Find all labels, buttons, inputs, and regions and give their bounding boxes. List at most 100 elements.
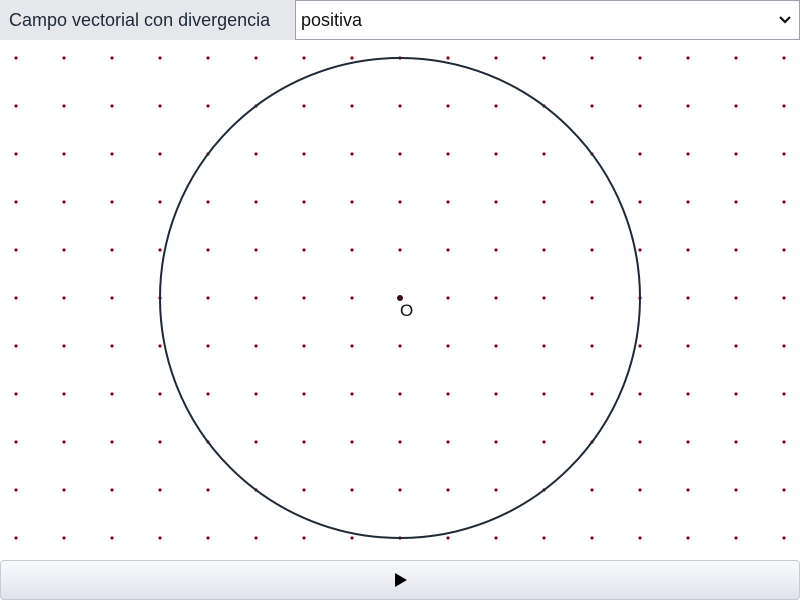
field-sample-point xyxy=(446,536,450,540)
field-sample-point xyxy=(14,152,18,156)
field-sample-point xyxy=(446,488,450,492)
field-sample-point xyxy=(542,440,546,444)
field-sample-point xyxy=(254,248,258,252)
field-sample-point xyxy=(494,488,498,492)
origin-point[interactable] xyxy=(397,295,403,301)
play-button[interactable] xyxy=(0,560,800,600)
field-sample-point xyxy=(542,536,546,540)
field-sample-point xyxy=(734,440,738,444)
field-sample-point xyxy=(590,296,594,300)
field-sample-point xyxy=(206,296,210,300)
field-sample-point xyxy=(398,488,402,492)
field-sample-point xyxy=(206,200,210,204)
field-sample-point xyxy=(350,392,354,396)
field-sample-point xyxy=(14,104,18,108)
field-sample-point xyxy=(350,344,354,348)
field-sample-point xyxy=(446,104,450,108)
field-sample-point xyxy=(350,488,354,492)
play-icon xyxy=(395,573,407,587)
field-sample-point xyxy=(350,296,354,300)
field-sample-point xyxy=(494,392,498,396)
field-sample-point xyxy=(542,248,546,252)
field-sample-point xyxy=(638,104,642,108)
field-sample-point xyxy=(446,344,450,348)
field-sample-point xyxy=(206,392,210,396)
field-sample-point xyxy=(590,200,594,204)
field-sample-point xyxy=(782,536,786,540)
field-sample-point xyxy=(542,200,546,204)
field-sample-point xyxy=(254,344,258,348)
field-sample-point xyxy=(110,248,114,252)
field-sample-point xyxy=(686,104,690,108)
field-sample-point xyxy=(206,536,210,540)
field-sample-point xyxy=(542,344,546,348)
field-sample-point xyxy=(782,344,786,348)
field-sample-point xyxy=(398,200,402,204)
field-sample-point xyxy=(14,536,18,540)
field-sample-point xyxy=(686,488,690,492)
field-sample-point xyxy=(302,440,306,444)
field-sample-point xyxy=(110,488,114,492)
field-sample-point xyxy=(686,152,690,156)
field-sample-point xyxy=(686,392,690,396)
origin-label: O xyxy=(400,301,413,320)
field-sample-point xyxy=(494,248,498,252)
field-sample-point xyxy=(254,56,258,60)
divergence-select[interactable]: positiva xyxy=(295,0,800,40)
field-sample-point xyxy=(206,104,210,108)
field-sample-point xyxy=(590,56,594,60)
field-sample-point xyxy=(206,344,210,348)
field-sample-point xyxy=(14,56,18,60)
field-sample-point xyxy=(62,200,66,204)
divergence-select-value: positiva xyxy=(301,9,363,30)
field-sample-point xyxy=(14,440,18,444)
field-sample-point xyxy=(590,536,594,540)
field-sample-point xyxy=(782,440,786,444)
field-sample-point xyxy=(686,440,690,444)
field-sample-point xyxy=(254,200,258,204)
field-sample-point xyxy=(734,56,738,60)
vector-field-plot[interactable]: O xyxy=(0,40,800,560)
field-sample-point xyxy=(62,56,66,60)
field-sample-point xyxy=(542,152,546,156)
field-sample-point xyxy=(782,152,786,156)
grid-dots xyxy=(14,56,786,540)
field-sample-point xyxy=(62,152,66,156)
field-sample-point xyxy=(494,104,498,108)
field-sample-point xyxy=(62,344,66,348)
field-sample-point xyxy=(158,344,162,348)
field-sample-point xyxy=(638,440,642,444)
field-sample-point xyxy=(686,56,690,60)
field-sample-point xyxy=(542,296,546,300)
field-sample-point xyxy=(686,200,690,204)
field-sample-point xyxy=(398,440,402,444)
field-sample-point xyxy=(446,296,450,300)
field-sample-point xyxy=(110,392,114,396)
field-sample-point xyxy=(254,536,258,540)
region-circle[interactable] xyxy=(159,57,641,539)
field-sample-point xyxy=(350,152,354,156)
vector-field-canvas[interactable]: O xyxy=(0,40,800,560)
field-sample-point xyxy=(14,488,18,492)
field-type-label: Campo vectorial con divergencia xyxy=(9,9,271,30)
field-sample-point xyxy=(638,248,642,252)
field-sample-point xyxy=(638,344,642,348)
field-sample-point xyxy=(110,56,114,60)
field-sample-point xyxy=(302,104,306,108)
field-sample-point xyxy=(686,296,690,300)
field-sample-point xyxy=(782,296,786,300)
field-sample-point xyxy=(110,344,114,348)
field-sample-point xyxy=(62,296,66,300)
field-sample-point xyxy=(206,248,210,252)
field-sample-point xyxy=(158,536,162,540)
field-sample-point xyxy=(14,200,18,204)
field-sample-point xyxy=(398,152,402,156)
field-sample-point xyxy=(110,296,114,300)
field-sample-point xyxy=(14,392,18,396)
field-sample-point xyxy=(398,248,402,252)
field-sample-point xyxy=(734,392,738,396)
field-sample-point xyxy=(734,152,738,156)
field-sample-point xyxy=(494,296,498,300)
chevron-down-icon xyxy=(771,1,799,39)
